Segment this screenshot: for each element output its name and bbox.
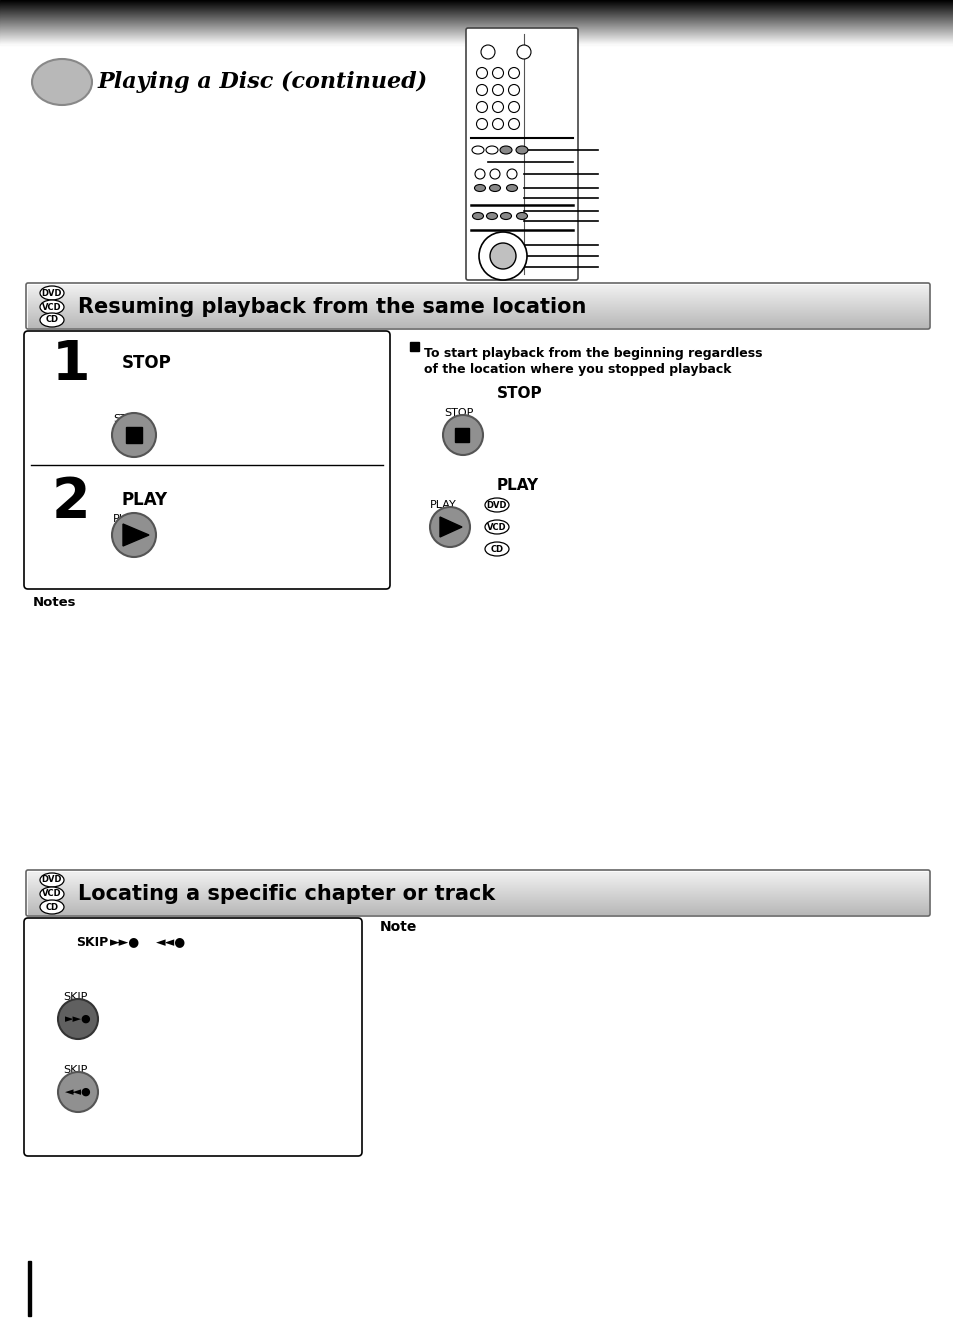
Text: ◄◄●: ◄◄● [156, 936, 186, 948]
Text: Resuming playback from the same location: Resuming playback from the same location [78, 297, 586, 317]
Text: SKIP: SKIP [76, 936, 108, 948]
Ellipse shape [40, 886, 64, 901]
Text: 2: 2 [52, 475, 91, 529]
Circle shape [490, 169, 499, 179]
Ellipse shape [485, 146, 497, 154]
Text: CD: CD [490, 544, 503, 553]
Circle shape [508, 102, 519, 113]
FancyBboxPatch shape [24, 919, 361, 1156]
Ellipse shape [484, 498, 509, 512]
Text: Notes: Notes [33, 596, 76, 610]
Text: CD: CD [46, 316, 58, 325]
Text: Note: Note [379, 920, 416, 933]
Circle shape [442, 415, 482, 455]
Circle shape [508, 85, 519, 95]
Text: CD: CD [46, 902, 58, 912]
Bar [28, 1261, 30, 1316]
Circle shape [476, 67, 487, 78]
Circle shape [476, 102, 487, 113]
Text: SKIP: SKIP [63, 1065, 88, 1074]
Text: STOP: STOP [443, 408, 473, 418]
Text: PLAY: PLAY [497, 478, 538, 493]
Circle shape [492, 102, 503, 113]
Ellipse shape [484, 520, 509, 535]
Ellipse shape [486, 212, 497, 219]
Ellipse shape [472, 146, 483, 154]
FancyBboxPatch shape [24, 330, 390, 590]
Ellipse shape [40, 313, 64, 326]
Text: ◄◄●: ◄◄● [65, 1086, 91, 1097]
Circle shape [112, 414, 156, 457]
Text: STOP: STOP [497, 385, 542, 400]
Ellipse shape [40, 900, 64, 915]
Circle shape [508, 67, 519, 78]
Circle shape [508, 118, 519, 129]
Text: Playing a Disc (continued): Playing a Disc (continued) [98, 71, 428, 93]
Text: VCD: VCD [487, 522, 506, 532]
Text: DVD: DVD [42, 289, 62, 298]
Ellipse shape [516, 212, 527, 219]
Text: Locating a specific chapter or track: Locating a specific chapter or track [78, 884, 495, 904]
Circle shape [430, 508, 470, 547]
Text: PLAY: PLAY [112, 514, 139, 524]
Bar [410, 342, 418, 351]
Ellipse shape [40, 873, 64, 886]
Circle shape [492, 85, 503, 95]
Text: STOP: STOP [122, 355, 172, 372]
Polygon shape [123, 524, 149, 547]
Ellipse shape [40, 299, 64, 314]
Text: PLAY: PLAY [430, 500, 456, 510]
Ellipse shape [474, 184, 485, 192]
Text: of the location where you stopped playback: of the location where you stopped playba… [423, 363, 731, 376]
Ellipse shape [506, 184, 517, 192]
Text: VCD: VCD [42, 302, 62, 312]
Circle shape [476, 118, 487, 129]
FancyBboxPatch shape [465, 28, 578, 279]
Text: ►►●: ►►● [65, 1014, 91, 1023]
Ellipse shape [472, 212, 483, 219]
Ellipse shape [500, 212, 511, 219]
Text: DVD: DVD [486, 501, 507, 509]
Polygon shape [439, 517, 461, 537]
Text: VCD: VCD [42, 889, 62, 898]
Circle shape [492, 67, 503, 78]
Ellipse shape [484, 543, 509, 556]
Text: STOP: STOP [112, 414, 142, 424]
Ellipse shape [489, 184, 500, 192]
Circle shape [517, 46, 531, 59]
Text: To start playback from the beginning regardless: To start playback from the beginning reg… [423, 346, 761, 360]
Circle shape [476, 85, 487, 95]
Circle shape [480, 46, 495, 59]
Text: PLAY: PLAY [122, 492, 168, 509]
Circle shape [478, 232, 526, 279]
Circle shape [492, 118, 503, 129]
Circle shape [58, 1072, 98, 1112]
Ellipse shape [516, 146, 527, 154]
Circle shape [475, 169, 484, 179]
Text: 1: 1 [52, 338, 91, 392]
Circle shape [506, 169, 517, 179]
Text: DVD: DVD [42, 876, 62, 885]
Ellipse shape [32, 59, 91, 105]
Bar [455, 428, 469, 442]
Circle shape [490, 243, 516, 269]
Text: ►►●: ►►● [110, 936, 140, 948]
Text: SKIP: SKIP [63, 992, 88, 1002]
Ellipse shape [499, 146, 512, 154]
Circle shape [112, 513, 156, 557]
Circle shape [58, 999, 98, 1039]
Bar [126, 427, 142, 443]
Ellipse shape [40, 286, 64, 299]
